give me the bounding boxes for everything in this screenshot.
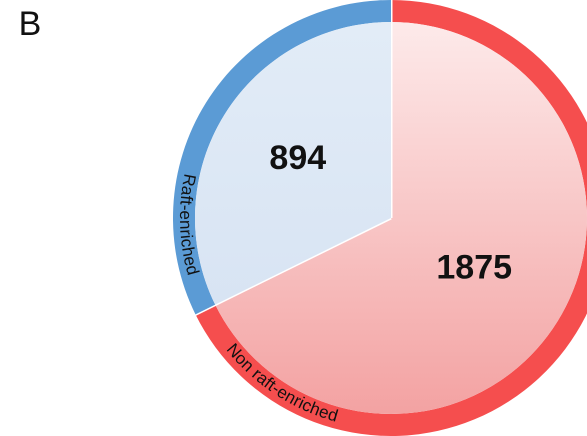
pie-slice bbox=[215, 22, 587, 414]
ring-slice bbox=[173, 0, 391, 315]
value-label: 894 bbox=[269, 139, 326, 177]
value-label: 1875 bbox=[436, 249, 512, 287]
panel-label: B bbox=[19, 5, 42, 43]
pie-slice bbox=[195, 22, 391, 305]
